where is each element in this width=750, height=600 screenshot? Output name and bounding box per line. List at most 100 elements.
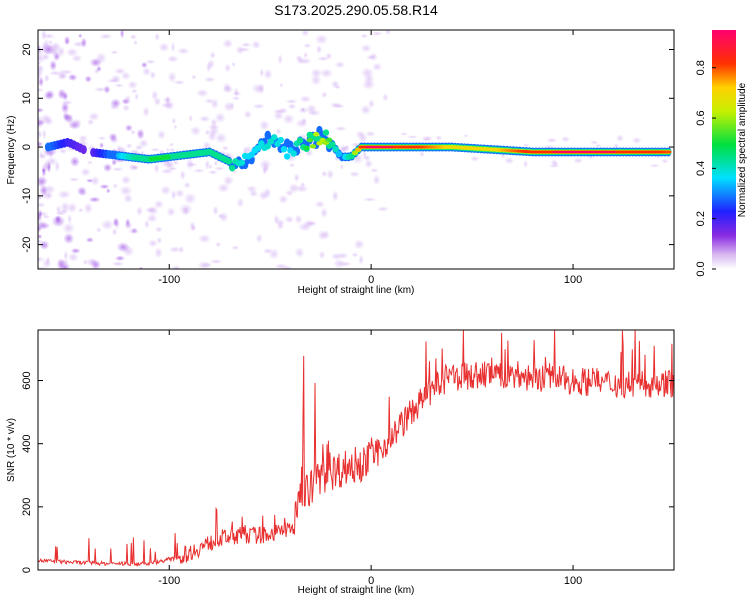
heatmap-noise-blob (71, 54, 83, 63)
heatmap-y-tick-label: 0 (21, 144, 33, 150)
heatmap-noise-blob (334, 61, 346, 69)
heatmap-noise-blob (67, 202, 78, 214)
heatmap-noise-blob (57, 189, 72, 200)
heatmap-noise-blob (298, 222, 312, 232)
heatmap-noise-blob (44, 89, 55, 100)
heatmap-noise-blob (310, 68, 323, 79)
heatmap-noise-blob (263, 68, 273, 80)
snr-y-tick-label: 200 (21, 498, 33, 516)
heatmap-noise-blob (38, 256, 46, 263)
heatmap-noise-blob (154, 32, 160, 42)
heatmap-noise-blob (82, 259, 88, 266)
heatmap-ridge-cell (665, 150, 672, 154)
heatmap-noise-blob (360, 104, 372, 116)
heatmap-noise-blob (358, 254, 364, 266)
heatmap-noise-blob (262, 166, 267, 176)
heatmap-noise-blob (48, 48, 59, 57)
heatmap-noise-blob (259, 158, 272, 171)
heatmap-noise-blob (54, 160, 61, 173)
heatmap-noise-blob (188, 114, 193, 123)
heatmap-noise-blob (258, 190, 269, 201)
heatmap-noise-blob (100, 219, 115, 231)
heatmap-noise-blob (183, 192, 197, 205)
heatmap-noise-blob (136, 205, 143, 217)
heatmap-x-axis: -100 0 100 (158, 30, 582, 286)
heatmap-noise-blob (208, 126, 220, 137)
heatmap-halo-blob (522, 143, 530, 147)
heatmap-noise-blob (314, 34, 329, 45)
heatmap-noise-blob (231, 61, 236, 67)
heatmap-noise-blob (369, 52, 378, 62)
heatmap-noise-blob (294, 214, 303, 225)
heatmap-noise-blob (303, 51, 309, 59)
heatmap-noise-blob (221, 145, 229, 151)
heatmap-noise-blob (207, 170, 219, 175)
heatmap-noise-blob (43, 73, 50, 83)
heatmap-noise-blob (236, 197, 245, 208)
heatmap-halo-blob (165, 147, 170, 153)
heatmap-noise-blob (38, 64, 45, 72)
heatmap-noise-blob (223, 101, 234, 113)
snr-background (38, 330, 674, 570)
heatmap-noise-blob (198, 115, 211, 123)
heatmap-halo-blob (631, 136, 642, 145)
heatmap-noise-blob (38, 129, 43, 139)
heatmap-noise-blob (212, 205, 219, 216)
heatmap-halo-blob (339, 164, 344, 170)
heatmap-noise-blob (42, 128, 47, 140)
heatmap-noise-blob (371, 62, 383, 72)
heatmap-ridge-cell (283, 153, 291, 160)
heatmap-noise-blob (326, 169, 335, 180)
heatmap-noise-blob (63, 232, 75, 245)
heatmap-noise-blob (124, 124, 133, 132)
heatmap-noise-blob (238, 47, 251, 52)
heatmap-ridge-cell (229, 164, 236, 172)
snr-frame (37, 329, 675, 571)
heatmap-noise-blob (251, 83, 266, 94)
heatmap-noise-blob (83, 202, 94, 214)
colorbar-label: Normalized spectral amplitude (737, 82, 748, 217)
heatmap-noise-blob (60, 201, 71, 213)
heatmap-noise-blob (364, 159, 374, 169)
heatmap-noise-blob (49, 59, 57, 71)
heatmap-y-tick-label: 10 (21, 92, 33, 104)
heatmap-noise-blob (248, 189, 259, 198)
heatmap-ridge-cell (254, 144, 262, 152)
heatmap-halo-blob (550, 159, 558, 167)
heatmap-noise-blob (145, 59, 156, 65)
heatmap-halo-blob (232, 170, 237, 174)
heatmap-noise-blob (214, 112, 226, 124)
heatmap-noise-blob (372, 174, 381, 186)
heatmap-x-label: Height of straight line (km) (298, 285, 415, 296)
heatmap-noise-blob (318, 250, 326, 260)
heatmap-noise-blob (72, 118, 82, 127)
heatmap-halo-blob (463, 134, 469, 138)
heatmap-ridge-cell (271, 134, 278, 141)
heatmap-noise-blob (78, 189, 88, 197)
heatmap-y-tick-label: -10 (21, 188, 33, 204)
heatmap-ridge-cell (80, 145, 87, 155)
heatmap-noise-blob (251, 40, 261, 50)
chart-title: S173.2025.290.05.58.R14 (274, 2, 438, 18)
heatmap-noise-blob (124, 221, 133, 230)
heatmap-noise-blob (166, 55, 180, 63)
heatmap-noise-blob (46, 256, 51, 265)
heatmap-noise-blob (38, 70, 42, 81)
heatmap-noise-blob (140, 61, 148, 69)
heatmap-noise-blob (278, 194, 289, 205)
heatmap-noise-blob (138, 266, 144, 269)
heatmap-halo-blob (399, 132, 409, 136)
heatmap-noise-blob (38, 202, 46, 208)
colorbar: 0.0 0.2 0.4 0.6 0.8 Normalized spectral ampl… (695, 30, 748, 277)
heatmap-noise-blob (305, 103, 318, 115)
heatmap-halo-blob (573, 157, 584, 164)
heatmap-noise-blob (56, 45, 66, 58)
heatmap-noise-blob (43, 116, 54, 126)
colorbar-gradient (712, 30, 736, 269)
heatmap-ridge-cell (325, 137, 333, 143)
heatmap-halo-blob (213, 160, 218, 167)
heatmap-noise-blob (156, 236, 163, 244)
heatmap-noise-blob (109, 103, 120, 111)
heatmap-noise-blob (146, 213, 158, 223)
heatmap-halo-blob (150, 147, 161, 152)
